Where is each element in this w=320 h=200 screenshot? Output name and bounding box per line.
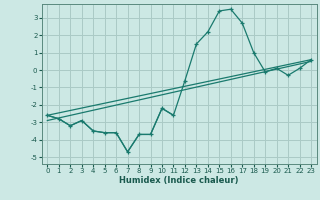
X-axis label: Humidex (Indice chaleur): Humidex (Indice chaleur) [119,176,239,185]
